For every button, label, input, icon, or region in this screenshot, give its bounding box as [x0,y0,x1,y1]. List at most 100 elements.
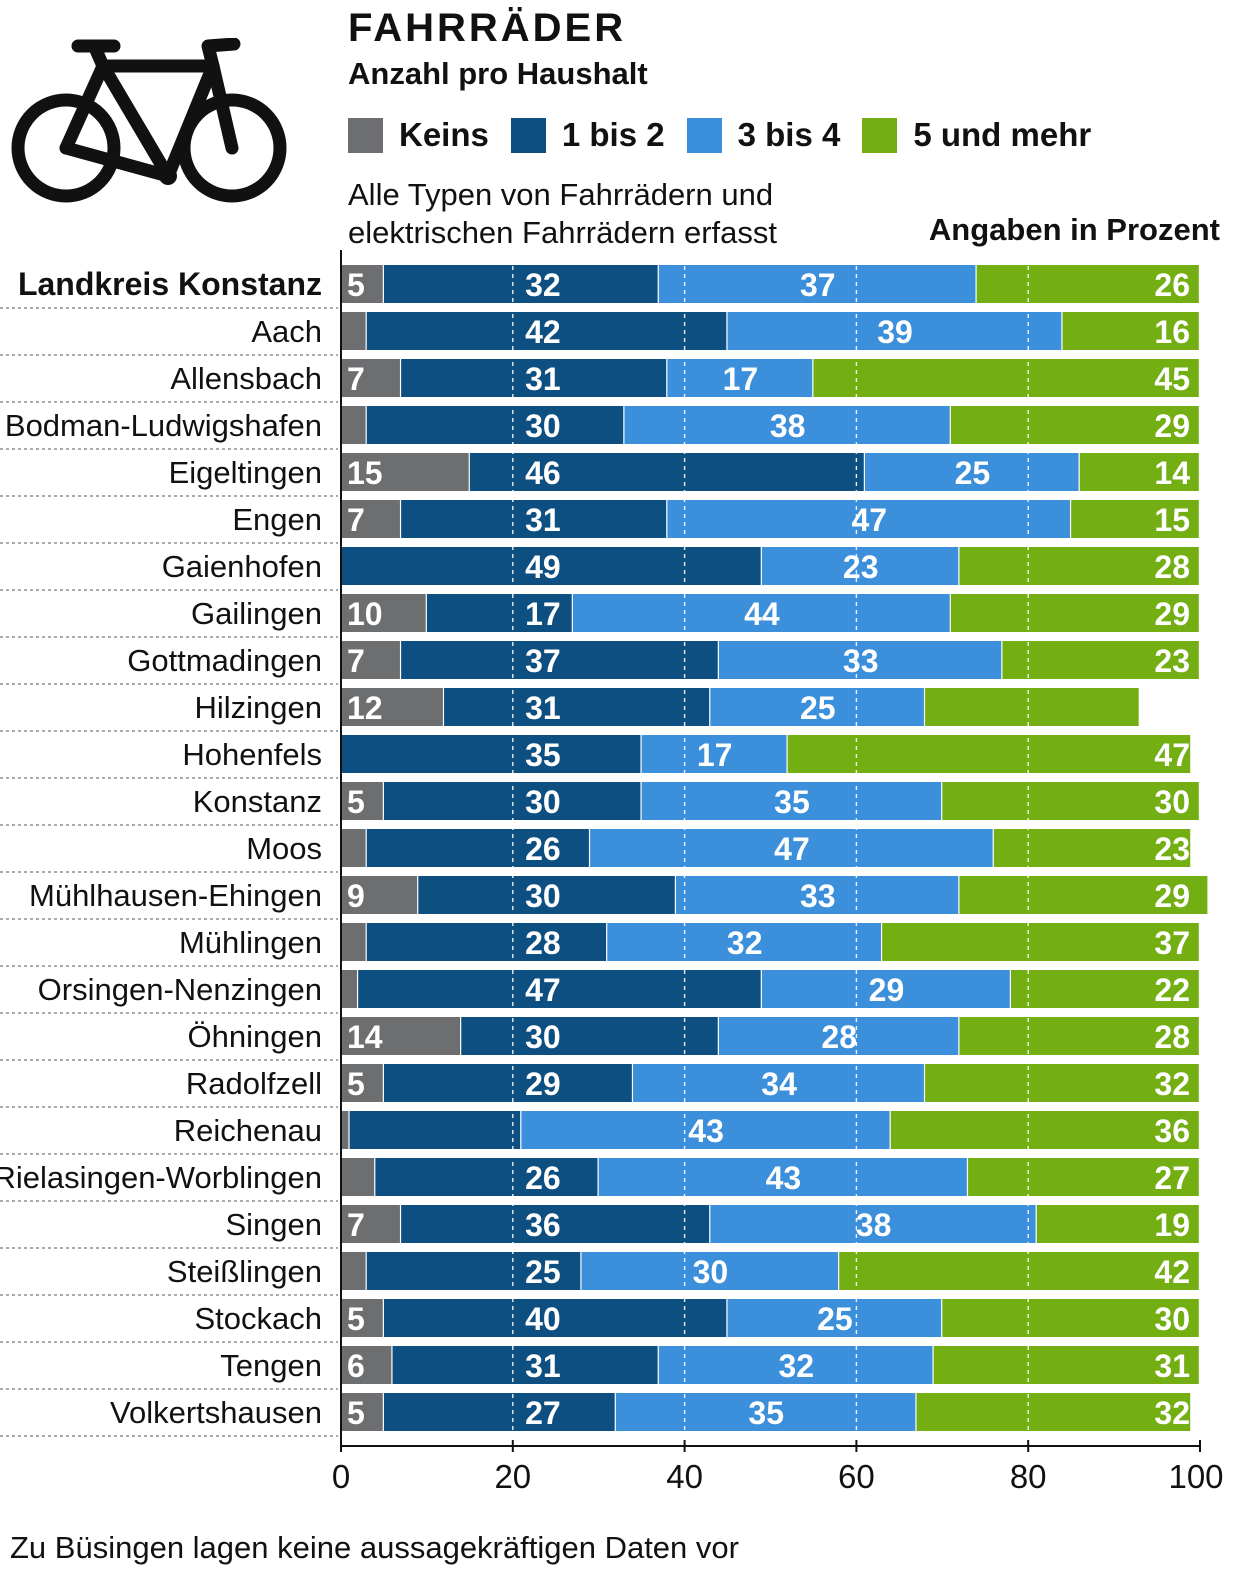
bar-1-bis-2-stockach [383,1299,727,1337]
bar-5-und-mehr-hohenfels [787,735,1191,773]
legend-label-5-und-mehr: 5 und mehr [913,116,1092,153]
bar-3-bis-4-orsingen-nenzingen [761,970,1010,1008]
data-label-5-und-mehr-radolfzell: 32 [1154,1066,1190,1102]
bar-1-bis-2-aach [366,312,727,350]
data-label-keins-tengen: 6 [347,1348,365,1384]
bar-3-bis-4-konstanz [641,782,942,820]
data-label-1-bis-2-bodman-ludwigshafen: 30 [525,408,561,444]
category-label-eigeltingen: Eigeltingen [169,455,322,490]
bar-1-bis-2-rielasingen-worblingen [375,1158,598,1196]
bar-1-bis-2-eigeltingen [469,453,864,491]
data-label-3-bis-4-radolfzell: 34 [761,1066,797,1102]
data-label-5-und-mehr-rielasingen-worblingen: 27 [1154,1160,1190,1196]
footnote: Zu Büsingen lagen keine aussagekräftigen… [10,1530,739,1565]
data-label-1-bis-2-eigeltingen: 46 [525,455,561,491]
data-label-keins-allensbach: 7 [347,361,365,397]
bar-keins-singen [341,1205,400,1243]
bar-5-und-mehr-radolfzell [925,1064,1199,1102]
bar-3-bis-4-gottmadingen [718,641,1002,679]
data-label-5-und-mehr-steisslingen: 42 [1154,1254,1190,1290]
chart-subtitle: Anzahl pro Haushalt [348,56,648,91]
bar-1-bis-2-gaienhofen [341,547,761,585]
bar-1-bis-2-muehlingen [366,923,607,961]
bar-5-und-mehr-engen [1071,500,1199,538]
bar-keins-tengen [341,1346,392,1384]
category-label-steisslingen: Steißlingen [167,1254,322,1289]
x-tick-label-40: 40 [666,1458,703,1495]
category-label-landkreis-konstanz: Landkreis Konstanz [18,266,322,302]
legend-label-3-bis-4: 3 bis 4 [737,116,841,153]
legend-swatch-5-und-mehr [862,117,898,153]
bar-5-und-mehr-gailingen [950,594,1199,632]
bar-3-bis-4-stockach [727,1299,942,1337]
legend-item-keins: Keins [348,116,489,154]
bar-5-und-mehr-landkreis-konstanz [976,265,1199,303]
data-label-keins-radolfzell: 5 [347,1066,365,1102]
category-label-rielasingen-worblingen: Rielasingen-Worblingen [0,1160,322,1195]
data-label-1-bis-2-steisslingen: 25 [525,1254,561,1290]
data-label-5-und-mehr-landkreis-konstanz: 26 [1154,267,1190,303]
bar-keins-landkreis-konstanz [341,265,383,303]
bicycle-icon [11,38,287,203]
category-label-aach: Aach [251,314,322,349]
bar-1-bis-2-gailingen [426,594,572,632]
bar-3-bis-4-reichenau [521,1111,890,1149]
bar-1-bis-2-oehningen [461,1017,718,1055]
bar-3-bis-4-oehningen [718,1017,959,1055]
bar-keins-aach [341,312,366,350]
bar-3-bis-4-steisslingen [581,1252,839,1290]
bar-1-bis-2-hilzingen [444,688,710,726]
data-label-keins-singen: 7 [347,1207,365,1243]
bar-5-und-mehr-steisslingen [839,1252,1199,1290]
bar-3-bis-4-gailingen [572,594,950,632]
data-label-3-bis-4-moos: 47 [774,831,810,867]
data-label-5-und-mehr-reichenau: 36 [1154,1113,1190,1149]
legend-label-keins: Keins [399,116,489,153]
category-label-orsingen-nenzingen: Orsingen-Nenzingen [38,972,322,1007]
category-label-allensbach: Allensbach [170,361,322,396]
bar-keins-muehlhausen-ehingen [341,876,418,914]
data-label-1-bis-2-engen: 31 [525,502,561,538]
data-label-3-bis-4-allensbach: 17 [723,361,759,397]
bar-5-und-mehr-hilzingen [925,688,1139,726]
category-label-stockach: Stockach [194,1301,322,1336]
data-label-3-bis-4-reichenau: 43 [688,1113,724,1149]
data-label-3-bis-4-konstanz: 35 [774,784,810,820]
data-label-keins-gailingen: 10 [347,596,383,632]
data-label-5-und-mehr-oehningen: 28 [1154,1019,1190,1055]
bar-5-und-mehr-moos [993,829,1191,867]
category-label-hilzingen: Hilzingen [194,690,322,725]
bar-1-bis-2-orsingen-nenzingen [358,970,761,1008]
data-label-1-bis-2-gottmadingen: 37 [525,643,561,679]
data-label-1-bis-2-volkertshausen: 27 [525,1395,561,1431]
bar-3-bis-4-eigeltingen [864,453,1079,491]
data-label-3-bis-4-steisslingen: 30 [693,1254,729,1290]
data-label-keins-stockach: 5 [347,1301,365,1337]
bar-keins-moos [341,829,366,867]
bar-1-bis-2-moos [366,829,589,867]
data-label-5-und-mehr-volkertshausen: 32 [1154,1395,1190,1431]
data-label-5-und-mehr-stockach: 30 [1154,1301,1190,1337]
bar-5-und-mehr-volkertshausen [916,1393,1191,1431]
bar-3-bis-4-radolfzell [633,1064,924,1102]
data-label-keins-hilzingen: 12 [347,690,383,726]
data-label-3-bis-4-hohenfels: 17 [697,737,733,773]
bar-3-bis-4-moos [590,829,993,867]
data-label-5-und-mehr-bodman-ludwigshafen: 29 [1154,408,1190,444]
bar-keins-gailingen [341,594,426,632]
bar-keins-gottmadingen [341,641,400,679]
bar-5-und-mehr-aach [1062,312,1199,350]
data-label-5-und-mehr-engen: 15 [1154,502,1190,538]
data-label-1-bis-2-hohenfels: 35 [525,737,561,773]
data-label-3-bis-4-aach: 39 [877,314,913,350]
data-label-1-bis-2-hilzingen: 31 [525,690,561,726]
bar-5-und-mehr-oehningen [959,1017,1199,1055]
data-label-3-bis-4-eigeltingen: 25 [955,455,991,491]
chart-note-line-2: elektrischen Fahrrädern erfasst [348,215,778,250]
legend-swatch-3-bis-4 [686,117,722,153]
data-label-keins-volkertshausen: 5 [347,1395,365,1431]
bar-5-und-mehr-eigeltingen [1079,453,1199,491]
data-label-5-und-mehr-hilzingen: 25 [1154,690,1190,726]
bar-keins-radolfzell [341,1064,383,1102]
data-label-5-und-mehr-konstanz: 30 [1154,784,1190,820]
